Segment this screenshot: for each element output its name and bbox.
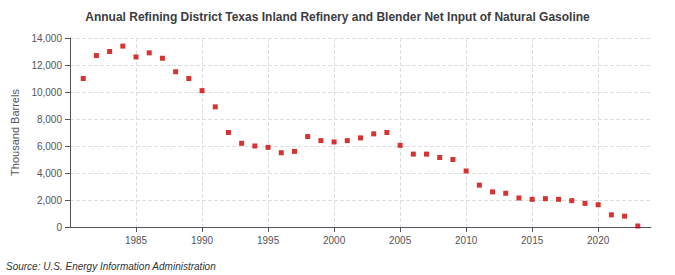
svg-text:Source: U.S. Energy Informatio: Source: U.S. Energy Information Administ… — [6, 261, 216, 272]
svg-text:8,000: 8,000 — [37, 114, 62, 125]
svg-text:14,000: 14,000 — [31, 33, 62, 44]
svg-text:2000: 2000 — [323, 235, 346, 246]
svg-text:2,000: 2,000 — [37, 195, 62, 206]
svg-text:1990: 1990 — [191, 235, 214, 246]
svg-text:1995: 1995 — [257, 235, 280, 246]
svg-text:2005: 2005 — [389, 235, 412, 246]
svg-text:6,000: 6,000 — [37, 141, 62, 152]
svg-text:4,000: 4,000 — [37, 168, 62, 179]
svg-text:12,000: 12,000 — [31, 60, 62, 71]
svg-text:Annual Refining District Texas: Annual Refining District Texas Inland Re… — [85, 10, 590, 24]
svg-text:2015: 2015 — [521, 235, 544, 246]
svg-text:1985: 1985 — [125, 235, 148, 246]
svg-text:Thousand Barrels: Thousand Barrels — [9, 89, 21, 176]
svg-text:2010: 2010 — [455, 235, 478, 246]
svg-text:0: 0 — [56, 222, 62, 233]
svg-text:2020: 2020 — [587, 235, 610, 246]
svg-text:10,000: 10,000 — [31, 87, 62, 98]
